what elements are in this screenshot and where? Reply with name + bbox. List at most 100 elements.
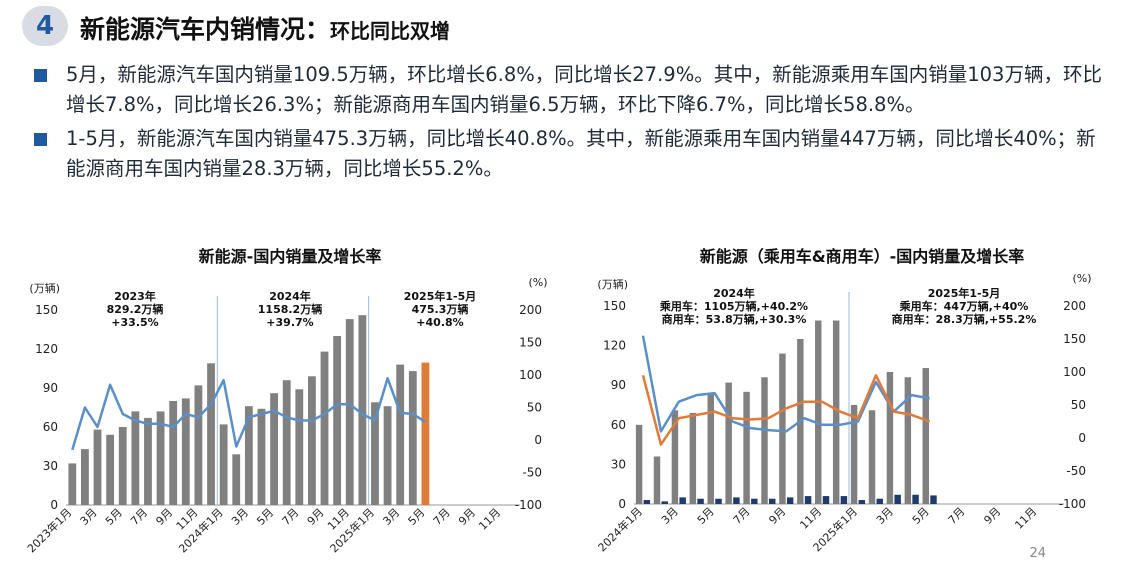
bullet-text: 5月，新能源汽车国内销量109.5万辆，环比增长6.8%，同比增长27.9%。其… <box>66 63 1102 116</box>
y-tick-right-label: 200 <box>519 303 542 317</box>
bar <box>118 427 127 505</box>
y-tick-right-label: 0 <box>1078 431 1086 445</box>
page-title: 新能源汽车内销情况：环比同比双增 <box>80 10 450 46</box>
bar <box>868 410 876 504</box>
x-tick-label: 7月 <box>280 506 302 528</box>
bar <box>653 456 661 504</box>
bar <box>858 500 866 504</box>
bar <box>421 362 430 505</box>
bar <box>671 410 679 504</box>
bar <box>282 380 291 505</box>
bar <box>308 376 316 505</box>
y-axis-left-unit: (万辆) <box>597 277 628 291</box>
x-tick-label: 11月 <box>797 505 824 532</box>
bar <box>894 494 901 504</box>
bar <box>144 417 152 505</box>
chart-title: 新能源-国内销量及增长率 <box>199 247 382 266</box>
chart-domestic-sales: 新能源-国内销量及增长率 (万辆) (%) 0 30 60 90 120 150 -100 -50 0… <box>24 247 547 555</box>
bar <box>832 320 840 504</box>
y-tick-left-label: 60 <box>611 418 626 432</box>
y-tick-left-label: 150 <box>603 299 626 313</box>
bar <box>822 496 830 504</box>
y-tick-right-label: 100 <box>1063 365 1086 379</box>
x-tick-label: 7月 <box>946 505 968 527</box>
bar <box>181 398 190 505</box>
chart-passenger-commercial-sales: 新能源（乘用车&商用车）-国内销量及增长率 (万辆) (%) 0 30 60 90 120 15… <box>595 247 1092 554</box>
bar <box>194 385 203 505</box>
bullet-may: 5月，新能源汽车国内销量109.5万辆，环比增长6.8%，同比增长27.9%。其… <box>32 60 1112 120</box>
page-title-main: 新能源汽车内销情况： <box>80 15 331 44</box>
bar <box>106 434 115 505</box>
annotation-text: 829.2万辆 <box>107 302 164 316</box>
annotation-text: 1158.2万辆 <box>258 302 322 316</box>
bar <box>295 389 304 505</box>
bar <box>661 501 668 504</box>
y-tick-left-label: 120 <box>35 342 58 356</box>
bar <box>743 391 750 504</box>
bar <box>725 382 732 504</box>
bar <box>345 319 354 505</box>
bar <box>769 498 776 504</box>
x-tick-label: 7月 <box>431 506 453 528</box>
y-tick-left-label: 150 <box>35 303 58 317</box>
bar <box>779 353 786 504</box>
bullet-square-icon <box>34 133 47 146</box>
x-tick-label: 3月 <box>659 505 681 527</box>
x-tick-label: 5月 <box>103 506 125 528</box>
annotation-text: 商用车：53.8万辆,+30.3% <box>662 312 807 326</box>
bar <box>68 463 77 505</box>
bar <box>707 394 714 504</box>
bar <box>396 364 405 505</box>
y-tick-left-label: 30 <box>611 457 626 471</box>
annotation-text: 475.3万辆 <box>412 302 469 316</box>
y-tick-left-label: 30 <box>43 459 58 473</box>
annotation-text: 2025年1-5月 <box>928 286 1001 300</box>
x-tick-label: 5月 <box>910 505 932 527</box>
section-number-badge: 4 <box>22 6 68 46</box>
bar <box>912 494 919 504</box>
summary-bullets: 5月，新能源汽车国内销量109.5万辆，环比增长6.8%，同比增长27.9%。其… <box>32 60 1112 188</box>
x-tick-label: 2023年1月 <box>24 505 74 555</box>
bar <box>320 351 329 505</box>
annotation-text: 商用车：28.3万辆,+55.2% <box>892 312 1037 326</box>
x-tick-label: 5月 <box>695 505 717 527</box>
x-tick-label: 3月 <box>874 505 896 527</box>
bar <box>156 411 165 505</box>
bar <box>219 424 228 505</box>
y-tick-left-label: 0 <box>50 498 58 512</box>
annotation-text: 乘用车：1105万辆,+40.2% <box>659 299 808 313</box>
annotation-text: 2024年 <box>269 289 311 303</box>
x-tick-label: 2024年1月 <box>595 504 645 554</box>
bar <box>886 372 894 504</box>
y-tick-right-label: 150 <box>1063 332 1086 346</box>
y-tick-right-label: 0 <box>534 433 542 447</box>
annotation-text: 乘用车：447万辆,+40% <box>899 299 1029 313</box>
y-tick-right-label: 100 <box>519 368 542 382</box>
x-tick-label: 3月 <box>380 506 402 528</box>
bar <box>715 498 722 504</box>
y-tick-right-label: 50 <box>527 401 542 415</box>
y-axis-right-unit: (%) <box>1072 272 1091 285</box>
y-axis-left-unit: (万辆) <box>29 281 60 295</box>
bar <box>876 498 883 504</box>
annotation-text: 2025年1-5月 <box>404 289 477 303</box>
bar <box>930 495 937 504</box>
x-tick-label: 7月 <box>128 506 150 528</box>
growth-rate-line <box>641 335 930 433</box>
bar <box>358 315 367 505</box>
growth-rate-line <box>71 377 427 451</box>
annotation-text: +33.5% <box>111 316 158 329</box>
growth-rate-line <box>641 374 931 446</box>
page-title-subtitle: 环比同比双增 <box>330 19 451 43</box>
x-tick-label: 9月 <box>981 505 1003 527</box>
x-tick-label: 11月 <box>476 506 503 533</box>
chart-title: 新能源（乘用车&商用车）-国内销量及增长率 <box>700 247 1025 266</box>
x-tick-label: 9月 <box>153 506 175 528</box>
y-tick-left-label: 120 <box>603 339 626 353</box>
x-tick-label: 5月 <box>254 506 276 528</box>
annotation-text: 2024年 <box>713 286 755 300</box>
bar <box>689 412 697 504</box>
bar <box>232 454 241 505</box>
bullet-square-icon <box>34 69 47 82</box>
y-tick-left-label: 0 <box>618 497 626 511</box>
